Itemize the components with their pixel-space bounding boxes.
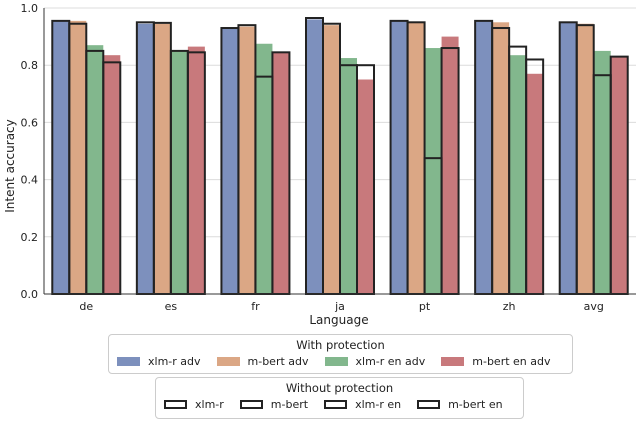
legend-item: xlm-r (164, 398, 224, 411)
legend-swatch (164, 400, 187, 409)
bars (51, 17, 629, 296)
legend-label: m-bert (270, 398, 309, 411)
y-tick-label: 0.0 (21, 288, 39, 301)
bar-with-xlm-r-en-adv (424, 48, 442, 294)
bar-with-m-bert-en-adv (187, 46, 205, 294)
bar-with-m-bert-en-adv (610, 56, 628, 295)
x-tick-label: avg (584, 300, 604, 313)
x-tick-label: de (79, 300, 93, 313)
legend-label: m-bert en (448, 398, 503, 411)
bar-with-m-bert-en-adv (357, 79, 374, 294)
y-tick-label: 0.8 (21, 59, 39, 72)
bar-with-m-bert-adv (69, 20, 87, 295)
bar-with-xlm-r-en-adv (593, 50, 611, 295)
y-tick-label: 0.4 (21, 174, 39, 187)
bar-with-m-bert-en-adv (272, 52, 290, 294)
bar-with-m-bert-adv (407, 22, 425, 295)
bar-with-xlm-r-adv (136, 23, 154, 294)
bar-with-xlm-r-en-adv (170, 50, 188, 295)
x-tick-label: es (165, 300, 178, 313)
bar-with-m-bert-adv (492, 22, 510, 295)
legend-without-protection: Without protection xlm-r m-bert xlm-r en m-… (155, 377, 524, 419)
bar-with-m-bert-adv (576, 23, 594, 294)
y-tick-label: 0.6 (21, 116, 39, 129)
bar-with-xlm-r-adv (390, 20, 408, 295)
bar-with-xlm-r-adv (221, 28, 239, 295)
legend-swatch (117, 357, 140, 366)
intent-accuracy-bar-chart: 0.0 0.2 0.4 0.6 0.8 1.0 de es fr ja pt zh avg Intent… (3, 2, 636, 327)
bar-with-m-bert-en-adv (441, 36, 459, 294)
legend-without-protection-title: Without protection (285, 381, 394, 395)
legend-label: m-bert en adv (472, 355, 551, 368)
legend-item: xlm-r en (324, 398, 401, 411)
legend-label: xlm-r en adv (355, 355, 426, 368)
x-tick-label: pt (419, 300, 431, 313)
x-tick-label: ja (334, 300, 345, 313)
bar-with-xlm-r-en-adv (255, 43, 273, 294)
legend-item: m-bert en adv (441, 355, 551, 368)
legend-label: m-bert adv (247, 355, 309, 368)
bar-with-m-bert-adv (238, 26, 256, 295)
legend-label: xlm-r (195, 398, 224, 411)
bar-with-m-bert-adv (153, 23, 171, 294)
bar-with-xlm-r-adv (52, 20, 70, 295)
axes: 0.0 0.2 0.4 0.6 0.8 1.0 de es fr ja pt zh avg (21, 2, 636, 313)
legend-with-protection-items: xlm-r adv m-bert adv xlm-r en adv m-bert en… (109, 355, 572, 368)
bar-with-xlm-r-en-adv (509, 55, 527, 294)
bar-with-xlm-r-en-adv (86, 45, 104, 295)
legend-item: m-bert adv (216, 355, 309, 368)
y-tick-label: 1.0 (21, 2, 39, 15)
legend-item: m-bert (239, 398, 309, 411)
legend-item: m-bert en (417, 398, 503, 411)
x-axis-label: Language (309, 313, 368, 327)
bar-with-m-bert-adv (323, 25, 340, 294)
bar-with-xlm-r-adv (306, 19, 323, 294)
legend-without-protection-items: xlm-r m-bert xlm-r en m-bert en (156, 398, 523, 411)
legend-swatch (324, 357, 348, 366)
legend-swatch (216, 357, 240, 366)
bar-with-xlm-r-en-adv (340, 58, 357, 294)
y-axis-label: Intent accuracy (3, 119, 17, 213)
bar-with-m-bert-en-adv (526, 73, 544, 294)
legend-label: xlm-r en (355, 398, 402, 411)
y-tick-label: 0.2 (21, 231, 39, 244)
legend-swatch (239, 400, 263, 409)
x-tick-label: zh (503, 300, 516, 313)
bar-with-xlm-r-adv (475, 20, 493, 295)
legend-item: xlm-r adv (117, 355, 201, 368)
legend-label: xlm-r adv (148, 355, 201, 368)
legend-swatch (441, 357, 465, 366)
x-tick-label: fr (251, 300, 260, 313)
legend-swatch (324, 400, 348, 409)
legend-with-protection: With protection xlm-r adv m-bert adv xlm-r… (108, 334, 573, 374)
bar-with-xlm-r-adv (559, 22, 577, 295)
legend-swatch (417, 400, 441, 409)
bar-with-m-bert-en-adv (103, 55, 121, 294)
legend-with-protection-title: With protection (296, 338, 385, 352)
legend-item: xlm-r en adv (324, 355, 426, 368)
